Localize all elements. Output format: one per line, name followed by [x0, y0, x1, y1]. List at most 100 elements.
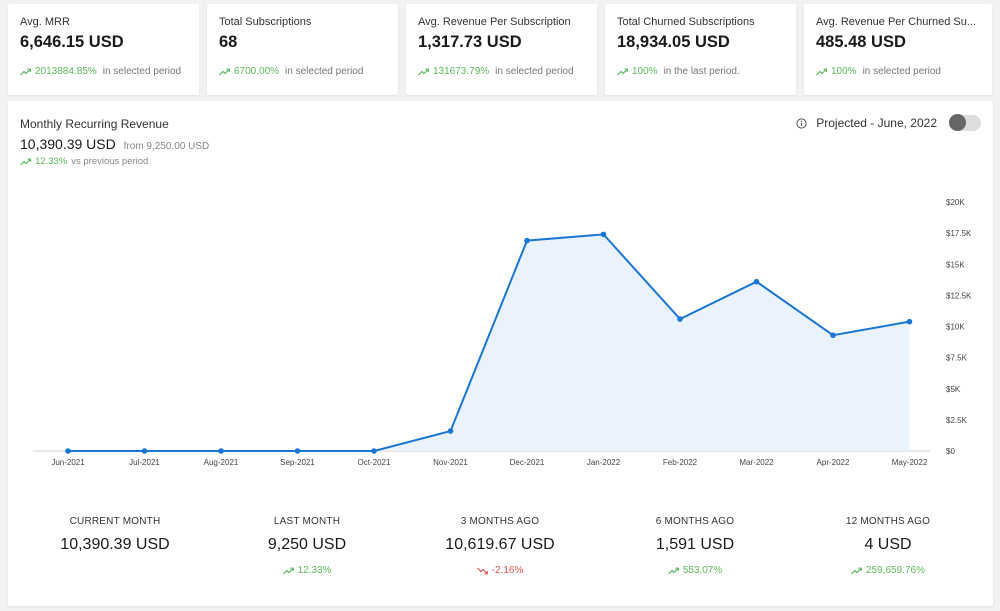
projected-control: Projected - June, 2022	[796, 114, 981, 131]
stat-label: LAST MONTH	[273, 516, 341, 527]
kpi-value: 6,646.15 USD	[20, 33, 124, 51]
kpi-suffix: in selected period	[102, 66, 182, 77]
data-point	[753, 278, 760, 285]
y-tick-label: $2.5K	[946, 416, 968, 425]
projected-label: Projected - June, 2022	[816, 116, 937, 130]
kpi-suffix: in the last period.	[663, 66, 740, 77]
kpi-suffix: in selected period	[862, 66, 941, 77]
area-fill	[68, 234, 910, 451]
stat-change: 12.33%	[207, 565, 407, 576]
mrr-value: 10,390.39 USD	[20, 136, 116, 152]
mrr-trend-suffix: vs previous period	[71, 156, 149, 167]
data-point	[830, 332, 836, 339]
kpi-percent: 2013884.85%	[35, 66, 97, 77]
trending-up-icon	[816, 68, 827, 76]
kpi-trend: 100% in selected period	[816, 66, 980, 77]
stat-label: 12 MONTHS AGO	[845, 516, 931, 527]
stat-label: 6 MONTHS AGO	[655, 516, 735, 527]
kpi-trend: 2013884.85% in selected period	[20, 66, 187, 77]
data-point	[294, 448, 301, 454]
trending-up-icon	[219, 68, 230, 76]
mrr-summary: 10,390.39 USD from 9,250.00 USD	[20, 136, 209, 152]
y-tick-label: $10K	[946, 323, 965, 332]
kpi-trend: 100% in the last period.	[617, 66, 784, 77]
stat-change: 259,659.76%	[788, 565, 988, 576]
projected-toggle[interactable]	[949, 114, 981, 131]
x-tick-label: Jun-2021	[51, 458, 85, 467]
stat-value: 1,591 USD	[655, 536, 735, 553]
y-tick-label: $7.5K	[946, 354, 968, 363]
kpi-card-total-subscriptions: Total Subscriptions 68 6700.00% in selec…	[207, 4, 398, 95]
kpi-suffix: in selected period	[285, 66, 364, 77]
stat-change-percent: 259,659.76%	[866, 565, 925, 576]
y-tick-label: $20K	[946, 198, 965, 207]
kpi-label: Total Churned Subscriptions	[617, 16, 755, 28]
toggle-knob[interactable]	[949, 114, 966, 131]
info-icon[interactable]	[796, 117, 807, 129]
data-point	[524, 237, 530, 244]
kpi-label: Total Subscriptions	[219, 16, 312, 28]
kpi-percent: 100%	[632, 66, 658, 77]
x-tick-label: Jul-2021	[129, 458, 160, 467]
y-tick-label: $15K	[946, 260, 965, 269]
kpi-trend: 6700.00% in selected period	[219, 66, 386, 77]
kpi-suffix: in selected period	[495, 66, 574, 77]
x-tick-label: Mar-2022	[739, 458, 774, 467]
kpi-value: 1,317.73 USD	[418, 33, 522, 51]
stat-change: -2.16%	[400, 565, 600, 576]
mrr-title: Monthly Recurring Revenue	[20, 117, 169, 131]
stat-value: 10,619.67 USD	[445, 536, 555, 553]
stat-6-months-ago: 6 MONTHS AGO 1,591 USD 553.07%	[595, 516, 795, 576]
x-tick-label: Sep-2021	[280, 458, 315, 467]
period-stats: CURRENT MONTH 10,390.39 USD LAST MONTH 9…	[8, 516, 993, 596]
trending-up-icon	[667, 567, 679, 575]
x-tick-label: Oct-2021	[358, 458, 391, 467]
kpi-card-avg-revenue-per-churned: Avg. Revenue Per Churned Su... 485.48 US…	[804, 4, 992, 95]
y-tick-label: $5K	[946, 385, 961, 394]
mrr-panel: Monthly Recurring Revenue 10,390.39 USD …	[8, 101, 993, 606]
trending-up-icon	[851, 567, 862, 575]
x-tick-label: Aug-2021	[204, 458, 239, 467]
stat-change: 553.07%	[595, 565, 795, 576]
kpi-label: Avg. Revenue Per Subscription	[418, 16, 571, 28]
trending-down-icon	[476, 567, 488, 575]
mrr-area-chart: Jun-2021 Jul-2021 Aug-2021 Sep-2021 Oct-2021…	[33, 198, 972, 467]
mrr-trend: 12.33% vs previous period	[20, 156, 148, 167]
kpi-percent: 100%	[831, 66, 857, 77]
mrr-trend-percent: 12.33%	[35, 156, 68, 167]
y-tick-label: $12.5K	[946, 291, 972, 300]
stat-value: 10,390.39 USD	[60, 536, 170, 553]
kpi-percent: 131673.79%	[433, 66, 490, 77]
stat-change-percent: 553.07%	[682, 565, 723, 576]
data-point	[218, 448, 224, 454]
y-tick-label: $0	[946, 447, 955, 456]
data-point	[600, 231, 607, 238]
trending-up-icon	[282, 567, 294, 575]
trending-up-icon	[617, 68, 628, 76]
data-point	[447, 428, 454, 434]
x-tick-label: Dec-2021	[510, 458, 545, 467]
stat-3-months-ago: 3 MONTHS AGO 10,619.67 USD -2.16%	[400, 516, 600, 576]
data-point	[906, 318, 913, 325]
x-tick-label: Jan-2022	[587, 458, 621, 467]
trending-up-icon	[20, 68, 31, 76]
stat-value: 4 USD	[864, 536, 912, 553]
trending-up-icon	[418, 68, 429, 76]
stat-change-percent: -2.16%	[491, 565, 524, 576]
trending-up-icon	[20, 158, 31, 166]
y-tick-label: $17.5K	[946, 229, 972, 238]
kpi-card-avg-revenue-per-subscription: Avg. Revenue Per Subscription 1,317.73 U…	[406, 4, 597, 95]
kpi-trend: 131673.79% in selected period	[418, 66, 585, 77]
x-tick-label: May-2022	[892, 458, 928, 467]
kpi-card-avg-mrr: Avg. MRR 6,646.15 USD 2013884.85% in sel…	[8, 4, 199, 95]
kpi-value: 18,934.05 USD	[617, 33, 730, 51]
stat-change-percent: 12.33%	[297, 565, 332, 576]
data-point	[141, 448, 148, 454]
stat-last-month: LAST MONTH 9,250 USD 12.33%	[207, 516, 407, 576]
stat-12-months-ago: 12 MONTHS AGO 4 USD 259,659.76%	[788, 516, 988, 576]
kpi-value: 68	[219, 33, 238, 51]
kpi-label: Avg. Revenue Per Churned Su...	[816, 16, 977, 28]
data-point	[65, 448, 71, 454]
kpi-card-total-churned-subscriptions: Total Churned Subscriptions 18,934.05 US…	[605, 4, 796, 95]
x-tick-label: Feb-2022	[663, 458, 698, 467]
